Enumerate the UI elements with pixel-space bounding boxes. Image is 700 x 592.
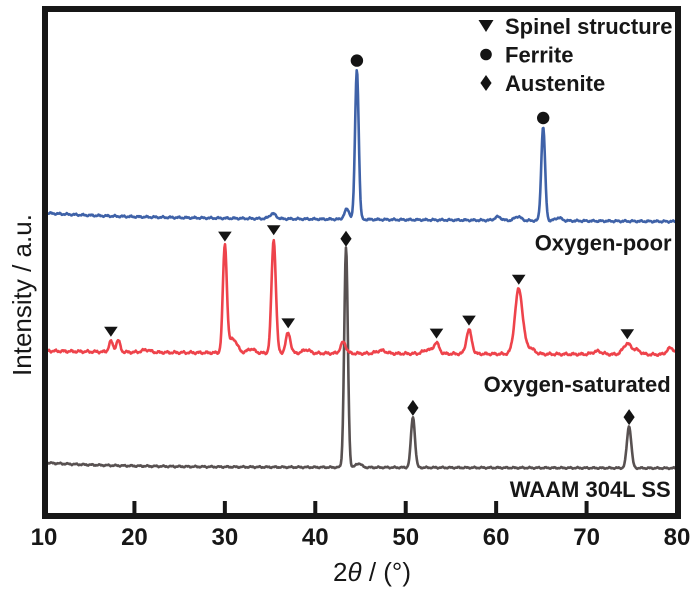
legend-item: Ferrite [480, 43, 573, 68]
series-label-waam-304l-ss: WAAM 304L SS [510, 477, 671, 502]
x-axis-tick-label: 40 [302, 524, 329, 551]
x-axis-tick-label: 70 [573, 524, 600, 551]
x-axis-title: 2θ / (°) [333, 557, 411, 587]
peak-marker-oxygen-saturated-triangle-down-icon [104, 326, 118, 337]
peak-marker-oxygen-saturated-triangle-down-icon [620, 329, 635, 340]
legend-item: Austenite [480, 71, 605, 96]
x-axis-tick-label: 20 [121, 524, 148, 551]
peak-marker-oxygen-poor-circle-icon [350, 54, 364, 67]
legend-label: Spinel structure [505, 14, 672, 39]
y-axis-title: Intensity / a.u. [7, 214, 37, 376]
peak-marker-oxygen-saturated-triangle-down-icon [429, 328, 444, 339]
peak-marker-oxygen-poor-circle-icon [537, 111, 550, 125]
trace-oxygen-saturated [42, 238, 679, 357]
x-axis-tick-label: 50 [392, 524, 419, 551]
series-label-oxygen-saturated: Oxygen-saturated [484, 372, 671, 397]
legend-label: Ferrite [505, 43, 573, 68]
legend-label: Austenite [505, 71, 605, 96]
peak-marker-oxygen-saturated-triangle-down-icon [218, 231, 232, 242]
plot-frame [42, 6, 681, 519]
trace-oxygen-poor [42, 69, 679, 224]
legend-circle-icon [480, 48, 492, 61]
x-axis-tick-label: 60 [483, 524, 510, 551]
trace-waam-304l-ss [42, 246, 679, 471]
legend-triangle-down-icon [478, 20, 494, 32]
legend-item: Spinel structure [478, 14, 672, 39]
peak-marker-oxygen-saturated-triangle-down-icon [511, 274, 526, 285]
legend-diamond-icon [480, 75, 492, 91]
series-label-oxygen-poor: Oxygen-poor [535, 230, 672, 255]
peak-marker-oxygen-saturated-triangle-down-icon [266, 225, 281, 236]
x-axis-tick-label: 10 [31, 524, 58, 551]
peak-marker-waam-304l-ss-diamond-icon [407, 399, 419, 416]
peak-marker-oxygen-saturated-triangle-down-icon [462, 315, 476, 326]
peak-marker-oxygen-saturated-triangle-down-icon [281, 318, 295, 329]
x-axis-tick-label: 80 [664, 524, 691, 551]
peak-marker-waam-304l-ss-diamond-icon [623, 409, 635, 426]
peak-marker-waam-304l-ss-diamond-icon [340, 230, 352, 247]
x-axis-tick-label: 30 [212, 524, 239, 551]
